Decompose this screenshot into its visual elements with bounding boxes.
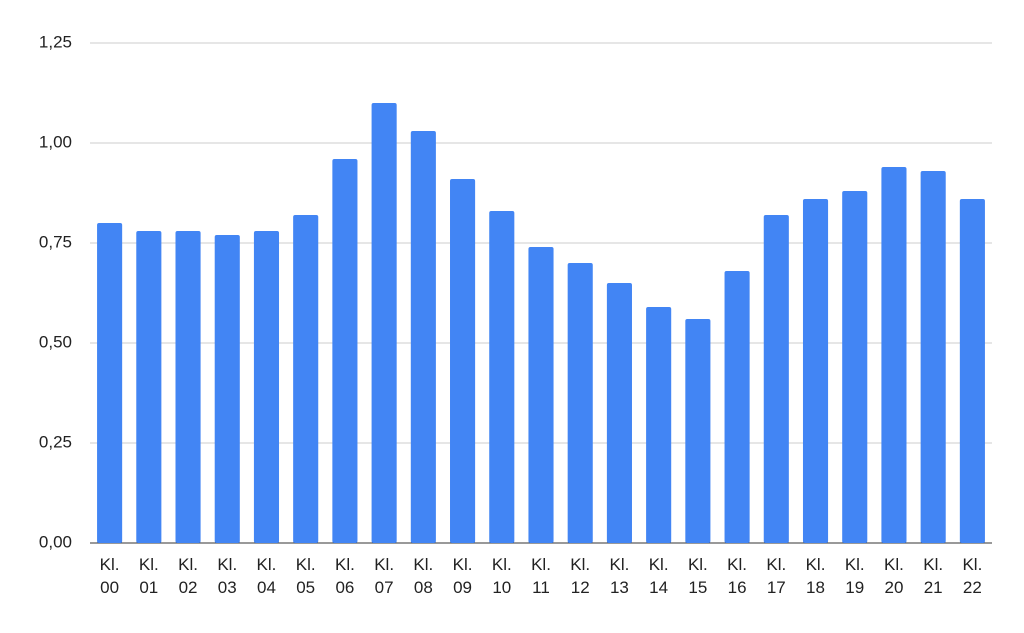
x-tick-label: Kl. 06 <box>334 555 355 597</box>
bar <box>136 231 162 543</box>
bar <box>959 199 985 543</box>
x-tick-label: Kl. 11 <box>531 555 551 597</box>
bar <box>881 167 907 543</box>
x-tick-label: Kl. 05 <box>295 555 316 597</box>
y-tick-label: 0,50 <box>39 332 72 351</box>
x-tick-label: Kl. 02 <box>178 555 198 597</box>
x-tick-label: Kl. 09 <box>452 555 473 597</box>
bar <box>371 103 397 543</box>
x-tick-label: Kl. 21 <box>923 555 944 597</box>
bar <box>450 179 476 543</box>
bar <box>802 199 829 543</box>
x-tick-label: Kl. 10 <box>491 555 512 597</box>
bar <box>567 263 593 543</box>
bar <box>606 283 632 543</box>
x-tick-label: Kl. 18 <box>805 555 826 597</box>
x-tick-label: Kl. 03 <box>217 555 238 597</box>
y-tick-label: 0,25 <box>39 432 72 451</box>
bar <box>214 235 240 543</box>
bar <box>332 159 358 543</box>
bar <box>646 307 672 543</box>
y-tick-label: 0,75 <box>39 232 72 251</box>
bar <box>920 171 946 543</box>
bar <box>842 191 868 543</box>
x-tick-label: Kl. 17 <box>766 555 787 597</box>
x-tick-label: Kl. 15 <box>687 555 708 597</box>
x-tick-label: Kl. 00 <box>99 555 120 597</box>
x-tick-label: Kl. 16 <box>727 555 747 597</box>
x-tick-label: Kl. 20 <box>884 555 904 597</box>
bar <box>763 215 789 543</box>
x-tick-label: Kl. 08 <box>413 555 434 597</box>
y-tick-label: 1,00 <box>39 132 72 151</box>
x-tick-label: Kl. 12 <box>570 555 591 597</box>
x-tick-label: Kl. 04 <box>256 555 277 597</box>
bar <box>253 231 280 543</box>
bar <box>685 319 711 543</box>
bar <box>489 211 515 543</box>
bar <box>293 215 319 543</box>
x-tick-label: Kl. 13 <box>609 555 630 597</box>
bar <box>97 223 123 543</box>
y-tick-label: 0,00 <box>39 532 72 551</box>
bar <box>410 131 436 543</box>
x-tick-label: Kl. 19 <box>844 555 865 597</box>
x-tick-label: Kl. 01 <box>138 555 159 597</box>
x-tick-label: Kl. 07 <box>374 555 395 597</box>
x-tick-label: Kl. 22 <box>962 555 983 597</box>
bar <box>175 231 201 543</box>
y-tick-label: 1,25 <box>39 32 72 51</box>
bar <box>528 247 554 543</box>
bar <box>724 271 750 543</box>
x-tick-label: Kl. 14 <box>648 555 669 597</box>
